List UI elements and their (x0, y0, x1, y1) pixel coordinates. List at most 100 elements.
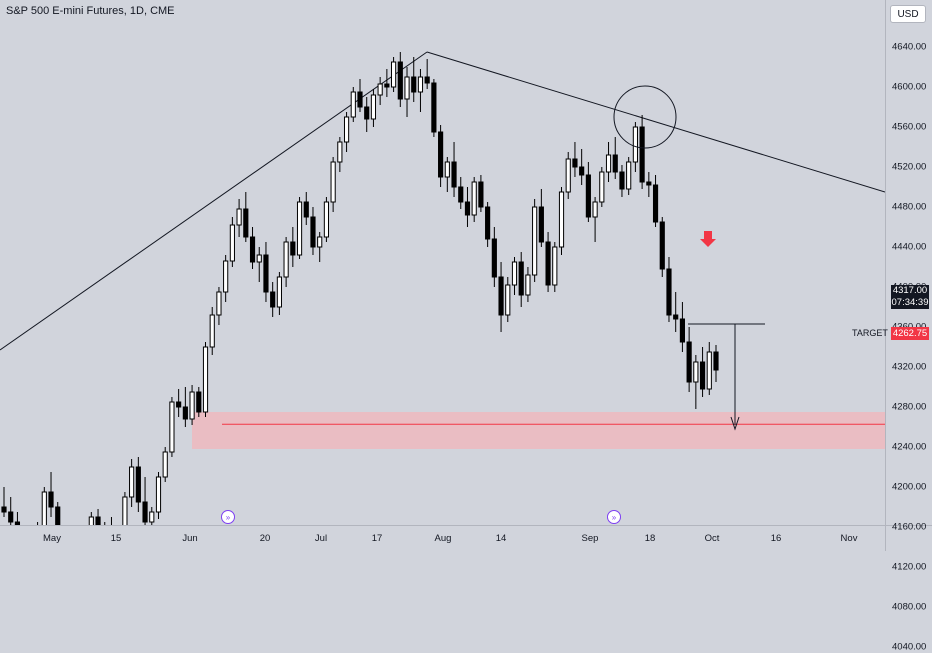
price-tick-label: 4600.00 (892, 81, 927, 93)
candle-body (572, 158, 578, 168)
candle-body (155, 476, 162, 513)
candle-body (659, 221, 665, 270)
price-tick-label: 4160.00 (892, 521, 927, 533)
price-tick-label: 4320.00 (892, 361, 927, 373)
price-axis[interactable] (885, 0, 932, 525)
axis-corner (885, 525, 932, 551)
time-tick-label: Jul (314, 533, 328, 544)
target-price-label: 4262.75 (891, 327, 929, 340)
candle-body (639, 126, 645, 183)
candle-body (525, 274, 531, 296)
candle-body (471, 181, 477, 216)
candle-body (122, 496, 128, 525)
projection-arrow-head (730, 416, 740, 431)
candle-body (713, 351, 719, 371)
candle-body (444, 161, 450, 178)
candle-body (384, 83, 390, 88)
candle-body (646, 181, 652, 186)
target-zone (192, 412, 885, 449)
candle-body (532, 206, 538, 276)
price-tick-label: 4640.00 (892, 41, 927, 53)
candle-body (303, 201, 309, 218)
candle-body (149, 511, 155, 523)
candle-body (196, 391, 202, 413)
candle-body (605, 154, 612, 173)
candle-body (565, 158, 571, 193)
candle-body (673, 314, 679, 320)
time-tick-label: 14 (495, 533, 507, 544)
currency-button[interactable]: USD (890, 5, 926, 23)
candle-body (417, 76, 424, 93)
price-tick-label: 4440.00 (892, 241, 927, 253)
candle-body (283, 241, 289, 278)
candle-body (142, 501, 148, 523)
scroll-to-date-icon[interactable]: » (221, 510, 235, 524)
candle-body (404, 76, 410, 100)
candle-body (458, 186, 464, 203)
candle-body (579, 166, 585, 176)
candle-body (176, 401, 182, 408)
candle-body (8, 511, 14, 523)
price-tick-label: 4080.00 (892, 601, 927, 613)
candle-body (229, 224, 235, 262)
candle-body (451, 161, 457, 188)
price-tick-label: 4280.00 (892, 401, 927, 413)
candle-body (169, 401, 175, 453)
time-tick-label: May (43, 533, 61, 544)
candle-body (585, 174, 591, 218)
candle-body (135, 466, 141, 503)
candle-body (290, 241, 296, 256)
candle-body (377, 83, 383, 96)
time-tick-label: Nov (840, 533, 858, 544)
time-tick-label: 20 (259, 533, 271, 544)
candle-body (129, 466, 135, 498)
price-tick-label: 4200.00 (892, 481, 927, 493)
candle-body (391, 61, 397, 88)
candle-body (619, 171, 625, 190)
candle-body (162, 451, 168, 478)
red-down-arrow-icon (700, 231, 716, 247)
candle-body (431, 82, 437, 133)
candle-body (679, 318, 685, 343)
rising-trendline (0, 51, 428, 351)
candle-body (296, 201, 303, 256)
candle-body (55, 506, 61, 525)
time-axis[interactable] (0, 525, 885, 551)
scroll-to-date-icon[interactable]: » (607, 510, 621, 524)
falling-trendline (426, 51, 885, 193)
candle-body (498, 276, 504, 316)
time-tick-label: Jun (182, 533, 198, 544)
candle-body (364, 106, 370, 120)
time-tick-label: 15 (110, 533, 122, 544)
candle-body (592, 201, 598, 218)
candle-body (216, 291, 222, 316)
time-tick-label: Sep (581, 533, 599, 544)
price-tick-label: 4480.00 (892, 201, 927, 213)
candle-body (323, 201, 329, 238)
candle-body (317, 236, 323, 248)
price-tick-label: 4240.00 (892, 441, 927, 453)
candle-body (343, 116, 350, 143)
candle-body (41, 491, 47, 525)
candle-body (693, 361, 699, 383)
time-tick-label: Oct (704, 533, 720, 544)
candle-body (236, 208, 242, 226)
candle-body (485, 206, 491, 240)
candle-body (558, 191, 565, 248)
candle-body (310, 216, 316, 248)
candle-body (505, 284, 511, 316)
candle-body (337, 141, 343, 163)
price-chart[interactable] (0, 0, 885, 525)
candle-body (14, 521, 21, 525)
candle-body (706, 351, 712, 390)
candle-body (276, 276, 282, 308)
candle-body (270, 291, 276, 308)
candle-body (626, 161, 632, 190)
candle-body (189, 391, 195, 420)
time-tick-label: Aug (434, 533, 452, 544)
candle-body (538, 206, 544, 243)
candle-body (599, 171, 605, 203)
time-tick-label: 17 (371, 533, 383, 544)
candle-body (666, 268, 672, 316)
candle-body (249, 236, 256, 263)
